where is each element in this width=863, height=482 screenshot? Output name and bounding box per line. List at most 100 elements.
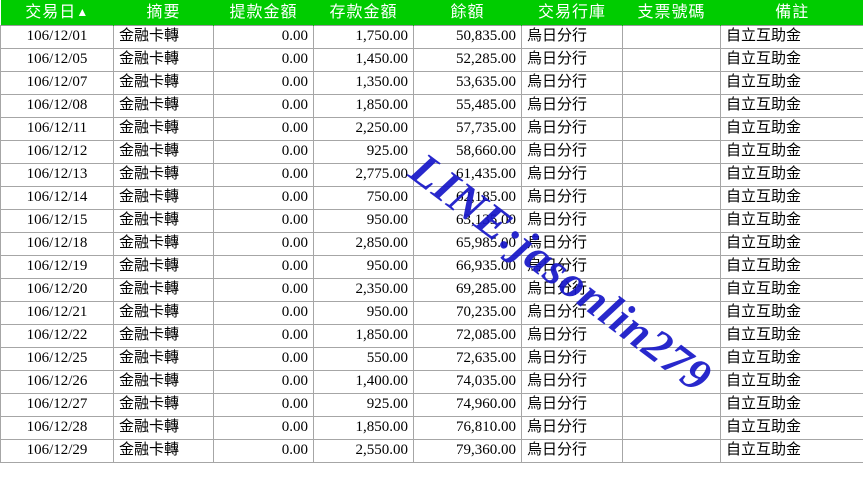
cell-balance: 61,435.00 — [413, 163, 522, 187]
cell-date: 106/12/08 — [0, 94, 114, 118]
sort-ascending-icon[interactable]: ▲ — [76, 4, 89, 19]
cell-date: 106/12/21 — [0, 301, 114, 325]
cell-summary: 金融卡轉 — [113, 347, 214, 371]
cell-remarks: 自立互助金 — [720, 163, 863, 187]
cell-summary: 金融卡轉 — [113, 416, 214, 440]
cell-remarks: 自立互助金 — [720, 117, 863, 141]
table-row[interactable]: 106/12/08 金融卡轉 0.00 1,850.00 55,485.00 烏日分行 自立… — [0, 94, 863, 118]
cell-date: 106/12/27 — [0, 393, 114, 417]
cell-summary: 金融卡轉 — [113, 25, 214, 49]
cell-summary: 金融卡轉 — [113, 71, 214, 95]
cell-remarks: 自立互助金 — [720, 48, 863, 72]
table-body: 106/12/01 金融卡轉 0.00 1,750.00 50,835.00 烏日分行 自立… — [0, 25, 863, 463]
cell-balance: 62,185.00 — [413, 186, 522, 210]
cell-withdrawal: 0.00 — [213, 163, 314, 187]
cell-deposit: 1,350.00 — [313, 71, 414, 95]
table-row[interactable]: 106/12/11 金融卡轉 0.00 2,250.00 57,735.00 烏日分行 自立… — [0, 117, 863, 141]
cell-check_no — [622, 163, 721, 187]
cell-remarks: 自立互助金 — [720, 71, 863, 95]
cell-bank: 烏日分行 — [521, 209, 623, 233]
cell-deposit: 1,750.00 — [313, 25, 414, 49]
table-row[interactable]: 106/12/07 金融卡轉 0.00 1,350.00 53,635.00 烏日分行 自立… — [0, 71, 863, 95]
cell-remarks: 自立互助金 — [720, 94, 863, 118]
table-row[interactable]: 106/12/18 金融卡轉 0.00 2,850.00 65,985.00 烏日分行 自立… — [0, 232, 863, 256]
cell-withdrawal: 0.00 — [213, 232, 314, 256]
table-row[interactable]: 106/12/22 金融卡轉 0.00 1,850.00 72,085.00 烏日分行 自立… — [0, 324, 863, 348]
cell-deposit: 950.00 — [313, 255, 414, 279]
cell-remarks: 自立互助金 — [720, 140, 863, 164]
cell-remarks: 自立互助金 — [720, 370, 863, 394]
column-header-remarks[interactable]: 備註 — [720, 0, 863, 25]
cell-check_no — [622, 94, 721, 118]
cell-date: 106/12/15 — [0, 209, 114, 233]
table-row[interactable]: 106/12/12 金融卡轉 0.00 925.00 58,660.00 烏日分行 自立互助… — [0, 140, 863, 164]
cell-deposit: 550.00 — [313, 347, 414, 371]
cell-check_no — [622, 140, 721, 164]
column-header-withdrawal[interactable]: 提款金額 — [213, 0, 314, 25]
cell-summary: 金融卡轉 — [113, 94, 214, 118]
cell-deposit: 950.00 — [313, 209, 414, 233]
cell-balance: 52,285.00 — [413, 48, 522, 72]
table-row[interactable]: 106/12/21 金融卡轉 0.00 950.00 70,235.00 烏日分行 自立互助… — [0, 301, 863, 325]
cell-deposit: 1,850.00 — [313, 324, 414, 348]
column-header-balance[interactable]: 餘額 — [413, 0, 522, 25]
column-header-check-no[interactable]: 支票號碼 — [622, 0, 721, 25]
table-row[interactable]: 106/12/27 金融卡轉 0.00 925.00 74,960.00 烏日分行 自立互助… — [0, 393, 863, 417]
cell-balance: 53,635.00 — [413, 71, 522, 95]
table-row[interactable]: 106/12/20 金融卡轉 0.00 2,350.00 69,285.00 烏日分行 自立… — [0, 278, 863, 302]
cell-bank: 烏日分行 — [521, 416, 623, 440]
table-row[interactable]: 106/12/28 金融卡轉 0.00 1,850.00 76,810.00 烏日分行 自立… — [0, 416, 863, 440]
cell-balance: 79,360.00 — [413, 439, 522, 463]
cell-date: 106/12/22 — [0, 324, 114, 348]
cell-deposit: 925.00 — [313, 393, 414, 417]
table-row[interactable]: 106/12/13 金融卡轉 0.00 2,775.00 61,435.00 烏日分行 自立… — [0, 163, 863, 187]
cell-withdrawal: 0.00 — [213, 301, 314, 325]
cell-withdrawal: 0.00 — [213, 416, 314, 440]
cell-remarks: 自立互助金 — [720, 186, 863, 210]
cell-deposit: 2,350.00 — [313, 278, 414, 302]
cell-check_no — [622, 232, 721, 256]
cell-withdrawal: 0.00 — [213, 278, 314, 302]
cell-bank: 烏日分行 — [521, 117, 623, 141]
cell-bank: 烏日分行 — [521, 232, 623, 256]
cell-date: 106/12/28 — [0, 416, 114, 440]
table-row[interactable]: 106/12/14 金融卡轉 0.00 750.00 62,185.00 烏日分行 自立互助… — [0, 186, 863, 210]
table-row[interactable]: 106/12/01 金融卡轉 0.00 1,750.00 50,835.00 烏日分行 自立… — [0, 25, 863, 49]
cell-check_no — [622, 347, 721, 371]
table-row[interactable]: 106/12/29 金融卡轉 0.00 2,550.00 79,360.00 烏日分行 自立… — [0, 439, 863, 463]
cell-date: 106/12/05 — [0, 48, 114, 72]
cell-deposit: 2,550.00 — [313, 439, 414, 463]
cell-balance: 65,985.00 — [413, 232, 522, 256]
cell-bank: 烏日分行 — [521, 48, 623, 72]
cell-summary: 金融卡轉 — [113, 140, 214, 164]
cell-date: 106/12/07 — [0, 71, 114, 95]
column-header-deposit[interactable]: 存款金額 — [313, 0, 414, 25]
cell-deposit: 1,400.00 — [313, 370, 414, 394]
cell-withdrawal: 0.00 — [213, 439, 314, 463]
cell-remarks: 自立互助金 — [720, 232, 863, 256]
cell-bank: 烏日分行 — [521, 94, 623, 118]
cell-remarks: 自立互助金 — [720, 301, 863, 325]
cell-check_no — [622, 209, 721, 233]
cell-bank: 烏日分行 — [521, 186, 623, 210]
table-row[interactable]: 106/12/05 金融卡轉 0.00 1,450.00 52,285.00 烏日分行 自立… — [0, 48, 863, 72]
cell-bank: 烏日分行 — [521, 370, 623, 394]
cell-bank: 烏日分行 — [521, 439, 623, 463]
column-header-bank[interactable]: 交易行庫 — [521, 0, 623, 25]
cell-check_no — [622, 117, 721, 141]
cell-bank: 烏日分行 — [521, 163, 623, 187]
cell-bank: 烏日分行 — [521, 140, 623, 164]
cell-date: 106/12/14 — [0, 186, 114, 210]
cell-remarks: 自立互助金 — [720, 209, 863, 233]
table-row[interactable]: 106/12/25 金融卡轉 0.00 550.00 72,635.00 烏日分行 自立互助… — [0, 347, 863, 371]
column-header-date[interactable]: 交易日▲ — [0, 0, 114, 25]
cell-check_no — [622, 324, 721, 348]
cell-balance: 72,085.00 — [413, 324, 522, 348]
cell-withdrawal: 0.00 — [213, 209, 314, 233]
cell-deposit: 2,850.00 — [313, 232, 414, 256]
column-header-summary[interactable]: 摘要 — [113, 0, 214, 25]
table-row[interactable]: 106/12/19 金融卡轉 0.00 950.00 66,935.00 烏日分行 自立互助… — [0, 255, 863, 279]
table-row[interactable]: 106/12/26 金融卡轉 0.00 1,400.00 74,035.00 烏日分行 自立… — [0, 370, 863, 394]
table-row[interactable]: 106/12/15 金融卡轉 0.00 950.00 63,135.00 烏日分行 自立互助… — [0, 209, 863, 233]
